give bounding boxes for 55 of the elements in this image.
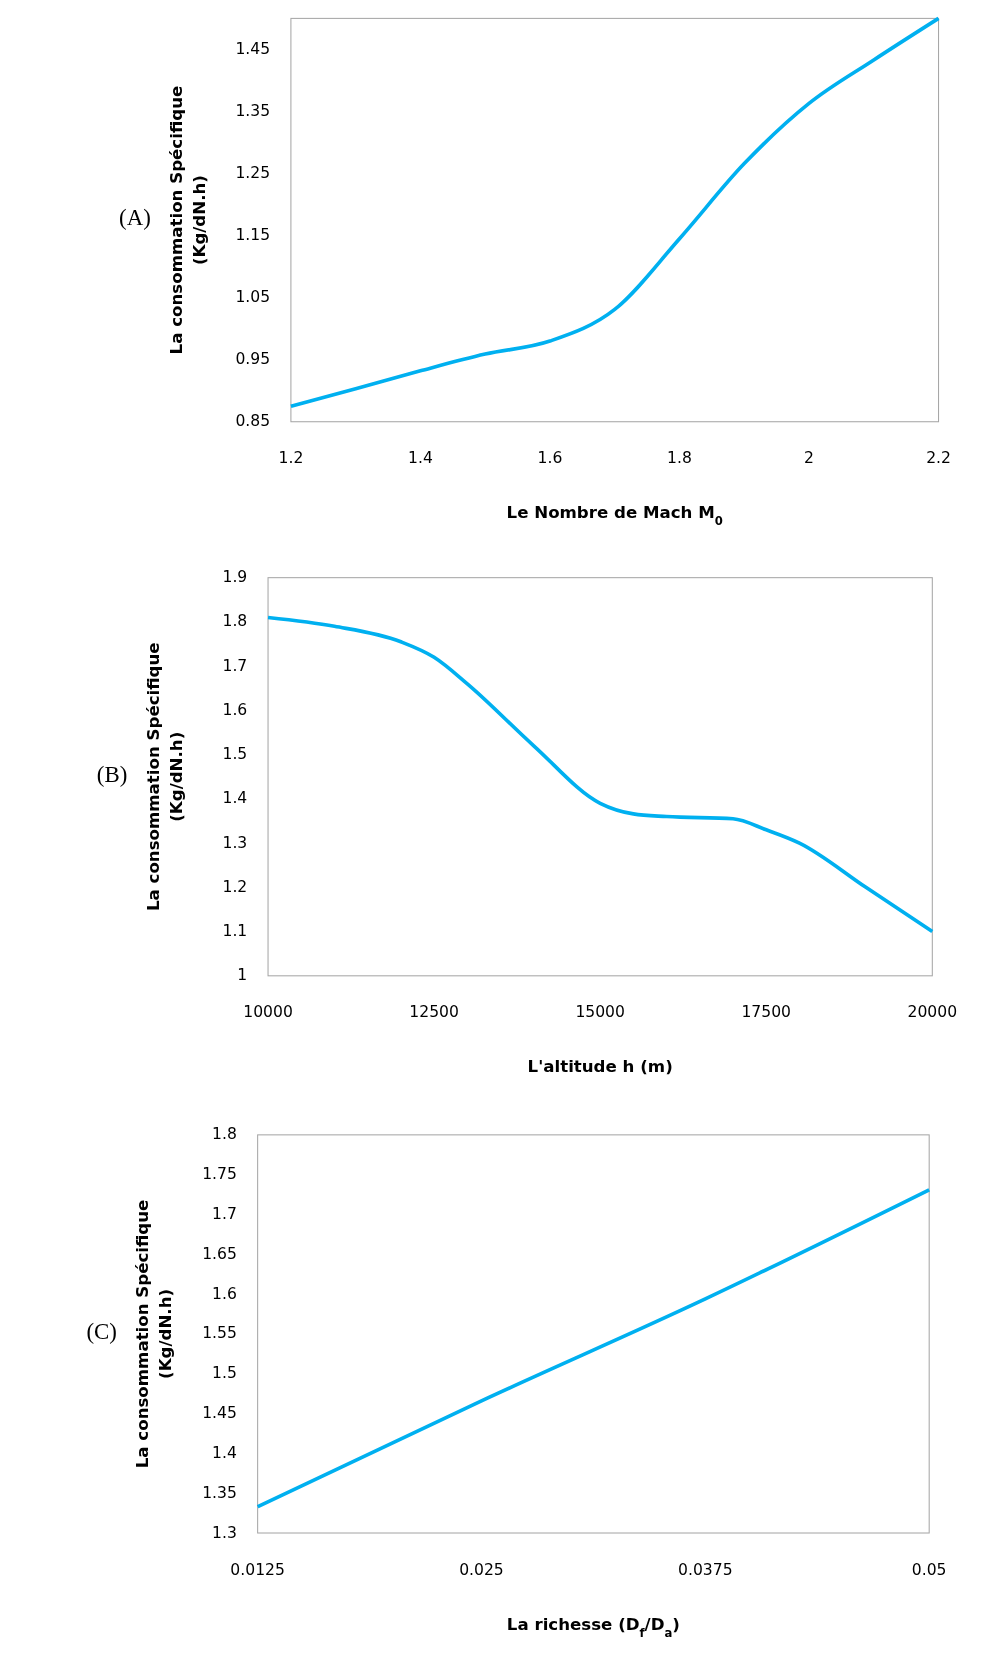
- y-tick-label: 1.3: [222, 833, 248, 852]
- y-tick-label: 1.45: [235, 39, 271, 58]
- text: (B): [96, 761, 128, 787]
- text: (C): [86, 1319, 117, 1345]
- y-tick-label: 1.7: [212, 1204, 237, 1223]
- x-tick-label: 0.05: [911, 1560, 947, 1579]
- y-tick-label: 1.1: [222, 922, 248, 941]
- x-tick-label: 0.025: [459, 1560, 504, 1579]
- y-tick-label: 1.4: [212, 1443, 237, 1462]
- x-tick-label: 0.0375: [678, 1560, 733, 1579]
- x-tick-label: 20000: [907, 1003, 958, 1022]
- x-tick-label: 2: [804, 449, 814, 468]
- y-tick-label: 1.75: [202, 1165, 237, 1184]
- y-tick-label: 1.05: [235, 288, 271, 307]
- x-tick-label: 2.2: [926, 449, 951, 468]
- y-tick-label: 1.3: [212, 1523, 237, 1542]
- y-tick-label: 1.5: [222, 745, 248, 764]
- y-tick-label: 1.4: [222, 789, 248, 808]
- y-tick-label: 1.65: [202, 1244, 237, 1263]
- y-tick-label: 1.55: [202, 1324, 237, 1343]
- x-tick-label: 1.6: [537, 449, 563, 468]
- x-tick-label: 0.0125: [230, 1560, 285, 1579]
- line-series: [289, 16, 941, 409]
- y-tick-label: 1.35: [235, 101, 271, 120]
- y-axis-title: La consommation Spécifique (Kg/dN.h): [133, 1199, 176, 1469]
- y-tick-label: 1.9: [222, 568, 248, 587]
- x-tick-label: 17500: [741, 1003, 792, 1022]
- x-tick-label: 1.2: [278, 449, 304, 468]
- y-tick-label: 1.5: [212, 1364, 237, 1383]
- y-tick-label: 1.6: [212, 1284, 237, 1303]
- y-tick-label: 1.35: [202, 1483, 237, 1502]
- y-tick-label: 1: [237, 966, 248, 985]
- x-tick-label: 1.4: [408, 449, 433, 468]
- y-tick-label: 1.2: [222, 877, 248, 896]
- y-tick-label: 0.95: [235, 350, 271, 369]
- x-tick-label: 10000: [243, 1003, 293, 1022]
- y-tick-label: 0.85: [235, 412, 271, 431]
- text: (A): [119, 205, 151, 231]
- y-tick-label: 1.45: [202, 1404, 237, 1423]
- x-tick-label: 1.8: [667, 449, 692, 468]
- x-tick-label: 15000: [575, 1003, 625, 1022]
- y-axis-title: La consommation Spécifique (Kg/dN.h): [143, 642, 186, 912]
- line-series: [266, 615, 935, 934]
- y-tick-label: 1.25: [235, 164, 271, 183]
- y-tick-label: 1.7: [222, 656, 248, 675]
- x-axis-title: La richesse (D$_{f}$/D$_{a}$): [506, 1614, 680, 1640]
- y-tick-label: 1.8: [212, 1125, 237, 1144]
- y-axis-title: La consommation Spécifique (Kg/dN.h): [166, 85, 209, 355]
- x-axis-title: L'altitude h (m): [527, 1057, 673, 1077]
- y-tick-label: 1.6: [222, 700, 248, 719]
- y-tick-label: 1.15: [235, 226, 271, 245]
- y-tick-label: 1.8: [222, 612, 248, 631]
- x-axis-title: Le Nombre de Mach M$_{0}$: [506, 503, 723, 529]
- line-series: [255, 1187, 932, 1509]
- x-tick-label: 12500: [409, 1003, 459, 1022]
